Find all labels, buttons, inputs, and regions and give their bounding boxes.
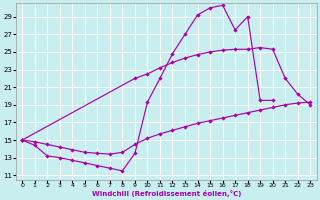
X-axis label: Windchill (Refroidissement éolien,°C): Windchill (Refroidissement éolien,°C) [92, 190, 241, 197]
